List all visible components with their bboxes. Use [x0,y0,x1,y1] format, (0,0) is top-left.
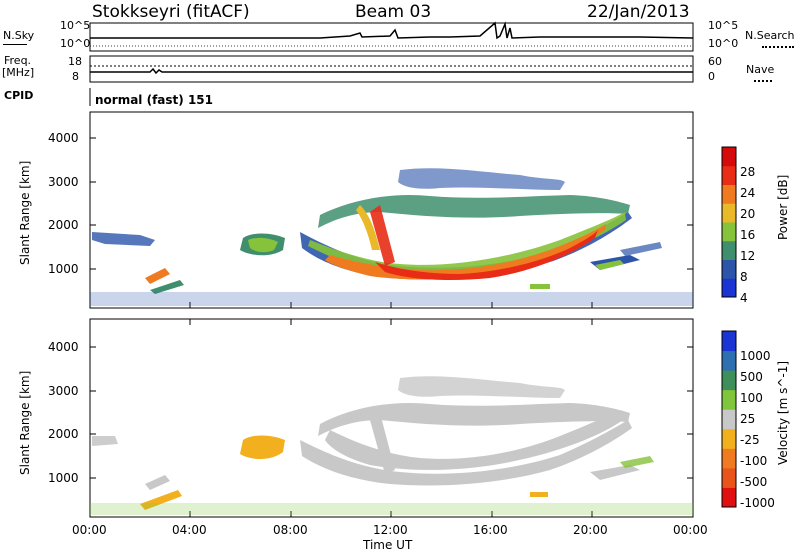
noise-sky-line [3,44,27,45]
power-colorbar-swatch-2 [722,240,736,260]
power-ytick-4000: 4000 [48,131,79,145]
xtick-1200: 12:00 [373,523,408,537]
noise-sky-label: N.Sky [3,29,35,42]
noise-search-line [762,46,794,48]
power-ytick-1000: 1000 [48,262,79,276]
cpid-label: CPID [4,89,34,102]
xtick-2000: 20:00 [573,523,608,537]
power-colorbar-swatch-1 [722,259,736,279]
noise-panel-frame [89,22,694,52]
xtick-0800: 08:00 [273,523,308,537]
velocity-colorbar-swatch-2 [722,448,736,469]
beam-title: Beam 03 [355,2,432,22]
y-tick-marks [90,137,693,479]
station-title: Stokkseyri (fitACF) [92,2,250,22]
freq-panel-frame [89,55,694,83]
vel-ytick-3000: 3000 [48,384,79,398]
velocity-colorbar-swatch-3 [722,428,736,449]
power-ytick-3000: 3000 [48,175,79,189]
freq-ytick-bottom: 8 [72,70,79,83]
velocity-colorbar-frame [721,330,737,508]
power-cb-tick-12: 12 [740,249,756,263]
power-cb-tick-24: 24 [740,186,756,200]
power-colorbar-swatch-7 [722,147,736,167]
vel-ytick-1000: 1000 [48,471,79,485]
velocity-colorbar-swatch-0 [722,487,736,508]
velocity-colorbar-swatch-6 [722,370,736,391]
vel-ytick-2000: 2000 [48,427,79,441]
freq-unit-label: [MHz] [2,66,35,79]
power-colorbar-swatch-3 [722,222,736,242]
noise-search-label: N.Search [745,29,795,42]
velocity-colorbar-swatch-5 [722,389,736,410]
cpid-mode: normal (fast) 151 [95,93,213,107]
noise-ytick-bottom: 10^0 [60,37,91,50]
vel-ytick-4000: 4000 [48,340,79,354]
noise-trace [90,21,694,40]
vel-cb-tick-neg1000: -1000 [740,496,775,510]
freq-ytick-top: 18 [68,55,82,68]
velocity-echo-regions [90,376,693,515]
vel-cb-tick-neg500: -500 [740,475,768,489]
nave-ytick-top: 60 [708,55,722,68]
vel-cb-tick-25: 25 [740,412,756,426]
power-cb-tick-4: 4 [740,291,748,305]
xtick-0400: 04:00 [172,523,207,537]
xtick-2400: 00:00 [673,523,708,537]
noise-right-ytick-top: 10^5 [708,19,739,32]
vel-cb-tick-100: 100 [740,391,763,405]
nave-label: Nave [746,63,775,76]
noise-right-ytick-bottom: 10^0 [708,37,739,50]
noise-ytick-top: 10^5 [60,19,91,32]
x-axis-title: Time UT [363,538,413,552]
power-echo-regions [90,168,693,306]
date-title: 22/Jan/2013 [587,2,690,22]
power-cb-tick-28: 28 [740,165,756,179]
nave-ytick-bottom: 0 [708,70,715,83]
vel-cb-tick-neg25: -25 [740,433,760,447]
velocity-colorbar-swatch-1 [722,467,736,488]
power-colorbar-frame [721,146,737,298]
freq-trace [90,67,693,75]
velocity-colorbar-swatch-4 [722,409,736,430]
power-cb-tick-8: 8 [740,270,748,284]
vel-cb-tick-neg100: -100 [740,454,768,468]
vel-cb-tick-1000: 1000 [740,349,771,363]
power-colorbar-swatch-5 [722,184,736,204]
velocity-colorbar-swatch-7 [722,350,736,371]
xtick-1600: 16:00 [473,523,508,537]
vel-cb-tick-500: 500 [740,370,763,384]
power-colorbar-swatch-4 [722,203,736,223]
power-ytick-2000: 2000 [48,218,79,232]
power-colorbar [721,146,737,298]
x-tick-marks [89,302,694,517]
power-colorbar-swatch-6 [722,165,736,185]
velocity-colorbar [721,330,737,508]
xtick-0000: 00:00 [72,523,107,537]
power-cb-tick-20: 20 [740,207,756,221]
power-colorbar-swatch-0 [722,278,736,298]
nave-line [754,80,772,82]
power-cb-tick-16: 16 [740,228,756,242]
freq-label: Freq. [4,54,32,67]
velocity-colorbar-swatch-8 [722,331,736,352]
